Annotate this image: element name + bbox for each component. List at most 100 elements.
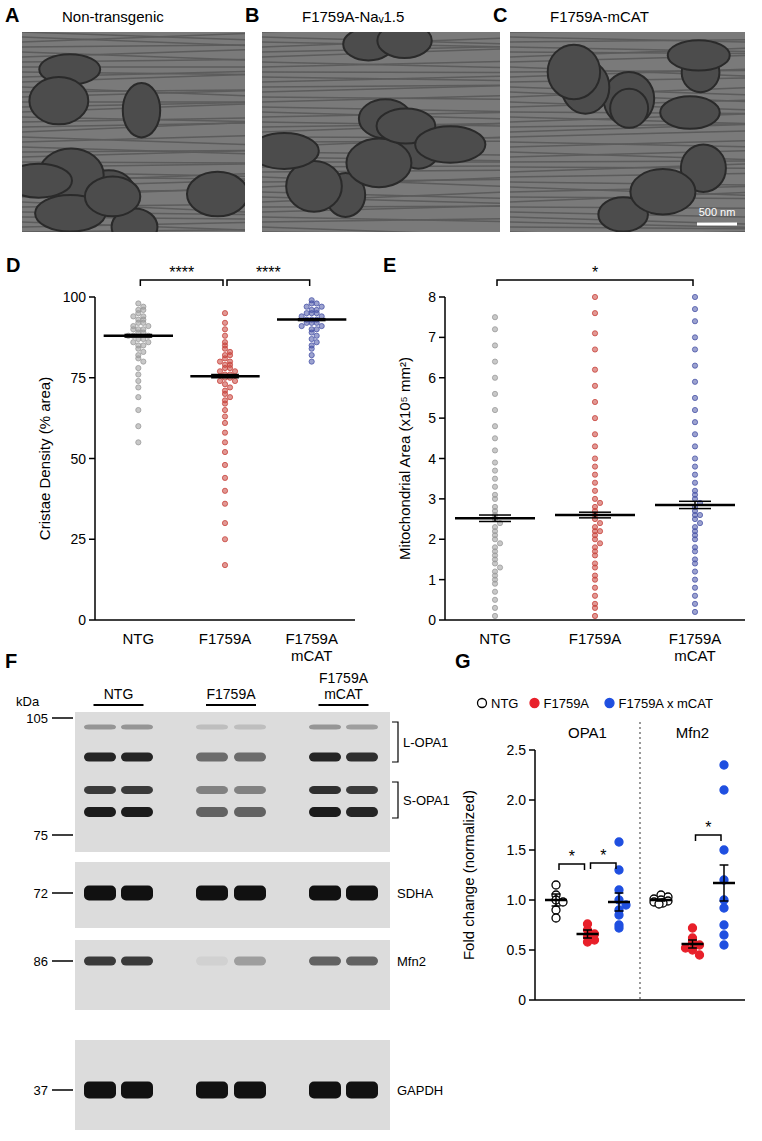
x-tick-label: F1759A <box>199 630 252 647</box>
mean-line <box>277 318 346 321</box>
marker-label: 75 <box>34 828 48 843</box>
x-tick-label-line: mCAT <box>291 647 332 664</box>
y-tick <box>529 849 535 851</box>
myofibril <box>22 45 245 47</box>
panel-title: F1759A-mCAT <box>550 8 649 25</box>
data-point <box>497 541 502 546</box>
y-tick <box>89 296 95 298</box>
y-tick <box>529 949 535 951</box>
error-stem <box>594 512 596 518</box>
significance-label: **** <box>169 264 194 281</box>
data-point <box>720 786 728 794</box>
data-point <box>492 407 497 412</box>
mitochondrion <box>660 96 720 129</box>
y-tick <box>439 579 445 581</box>
data-point <box>592 561 597 566</box>
y-tick <box>439 619 445 621</box>
marker-tick <box>52 960 73 962</box>
mitochondrion <box>262 133 319 169</box>
y-tick-label: 2.5 <box>507 742 527 758</box>
error-bar <box>211 375 239 378</box>
marker-label: 37 <box>34 1083 48 1098</box>
data-point <box>592 480 597 485</box>
data-point <box>720 921 728 929</box>
y-tick <box>529 799 535 801</box>
marker-label: 72 <box>34 886 48 901</box>
error-bar <box>720 865 729 901</box>
significance-label: * <box>705 819 711 836</box>
data-point <box>136 424 141 429</box>
data-point <box>720 941 728 949</box>
data-point <box>222 475 227 480</box>
data-point <box>136 365 141 370</box>
data-point <box>492 492 497 497</box>
lane-label: NTG <box>104 686 134 702</box>
mean-line <box>190 375 259 378</box>
plot-marks <box>545 761 735 959</box>
myofibril <box>262 62 500 67</box>
data-point <box>146 340 151 345</box>
error-cap <box>679 501 711 503</box>
y-tick <box>439 498 445 500</box>
y-tick <box>439 377 445 379</box>
band <box>84 886 116 901</box>
panel-letter: C <box>493 4 507 26</box>
y-tick-label: 5 <box>428 410 436 426</box>
data-point <box>222 311 227 316</box>
data-point <box>141 320 146 325</box>
error-bar <box>615 893 624 911</box>
marker-tick <box>52 1089 73 1091</box>
error-bar <box>552 894 561 906</box>
band <box>121 1082 153 1099</box>
data-point <box>227 353 232 358</box>
data-point <box>592 347 597 352</box>
data-point <box>692 294 697 299</box>
data-point <box>217 369 222 374</box>
data-point <box>692 601 697 606</box>
panel-letter: G <box>455 650 471 672</box>
error-cap <box>688 947 697 949</box>
band <box>234 725 266 730</box>
marker-tick <box>52 892 73 894</box>
band <box>84 725 116 730</box>
data-point <box>492 545 497 550</box>
data-point <box>592 496 597 501</box>
blot-membrane <box>75 712 390 852</box>
significance-label: * <box>600 847 606 864</box>
data-point <box>227 365 232 370</box>
y-tick-label: 1 <box>428 572 436 588</box>
error-stem <box>692 940 694 948</box>
error-cap <box>124 336 152 338</box>
data-point <box>492 504 497 509</box>
error-bar <box>579 512 611 518</box>
significance-label: * <box>569 848 575 865</box>
x-tick-label: NTG <box>122 630 154 647</box>
error-cap <box>615 892 624 894</box>
data-point <box>222 449 227 454</box>
band <box>234 786 266 794</box>
data-point <box>692 577 697 582</box>
error-cap <box>579 511 611 513</box>
y-tick-label: 2 <box>428 531 436 547</box>
error-cap <box>583 929 592 931</box>
micrograph-bg <box>262 32 500 232</box>
micrograph <box>510 32 745 232</box>
data-point <box>222 391 227 396</box>
data-point <box>692 569 697 574</box>
data-point <box>492 436 497 441</box>
x-tick-label: F1759A <box>569 630 622 647</box>
group-label: Mfn2 <box>676 724 709 741</box>
band <box>84 753 116 762</box>
data-point <box>131 314 136 319</box>
y-axis-title: Cristae Density (% area) <box>36 377 53 540</box>
error-stem <box>694 501 696 508</box>
x-tick-label: F1759AmCAT <box>669 630 722 664</box>
data-point <box>136 440 141 445</box>
y-tick-label: 50 <box>70 451 86 467</box>
band <box>196 957 228 966</box>
data-point <box>492 476 497 481</box>
legend-label: F1759A x mCAT <box>619 696 713 711</box>
error-cap <box>720 864 729 866</box>
mitochondrion <box>85 177 140 217</box>
error-cap <box>298 320 326 322</box>
